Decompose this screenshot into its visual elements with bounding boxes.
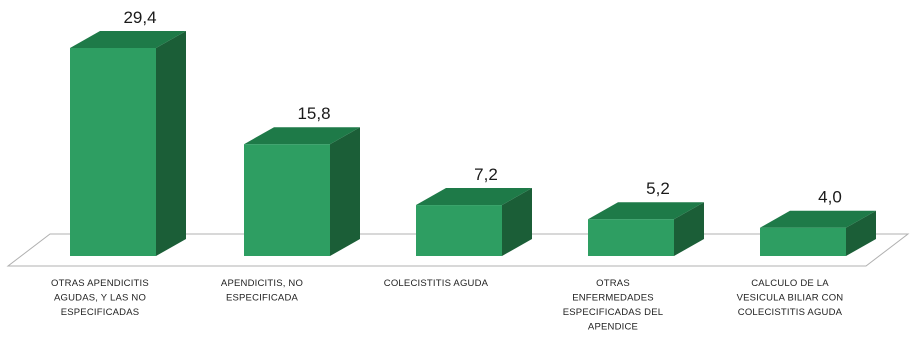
category-label-1-line-1: OTRAS APENDICITIS <box>51 278 149 289</box>
category-label-3-line-1: COLECISTITIS AGUDA <box>384 278 489 289</box>
bar-side-face <box>156 31 186 256</box>
bar-top-face <box>244 127 360 145</box>
bar-side-face <box>674 202 704 256</box>
bar-3 <box>416 188 532 256</box>
bar-top-face <box>588 202 704 220</box>
bar-top-face <box>760 210 876 228</box>
category-label-5-line-3: COLECISTITIS AGUDA <box>738 307 843 318</box>
bar-4 <box>588 202 704 256</box>
bars-group <box>70 31 876 257</box>
value-labels-group: 29,4 15,8 7,2 5,2 4,0 <box>123 8 841 207</box>
bar-top-face <box>70 31 186 48</box>
category-label-4-line-1: OTRAS <box>596 278 630 289</box>
bar-5 <box>760 210 876 256</box>
bar-front-face <box>760 227 846 256</box>
category-label-4-line-4: APENDICE <box>588 322 638 333</box>
bar-1 <box>70 31 186 256</box>
bar-side-face <box>846 210 876 256</box>
data-label-2: 15,8 <box>297 104 330 123</box>
bar-front-face <box>244 144 330 256</box>
category-label-2-line-1: APENDICITIS, NO <box>221 278 303 289</box>
data-label-5: 4,0 <box>818 188 842 207</box>
category-label-4-line-2: ENFERMEDADES <box>572 293 654 304</box>
category-label-5-line-2: VESICULA BILIAR CON <box>737 293 844 304</box>
data-label-3: 7,2 <box>474 165 498 184</box>
category-label-1-line-3: ESPECIFICADAS <box>61 307 140 318</box>
bar-front-face <box>588 219 674 256</box>
category-label-2-line-2: ESPECIFICADA <box>226 293 299 304</box>
category-label-4-line-3: ESPECIFICADAS DEL <box>563 307 664 318</box>
data-label-4: 5,2 <box>646 179 670 198</box>
bar-2 <box>244 127 360 257</box>
category-labels-group: OTRAS APENDICITIS AGUDAS, Y LAS NO ESPECIF… <box>51 278 843 333</box>
bar-top-face <box>416 188 532 206</box>
category-label-1-line-2: AGUDAS, Y LAS NO <box>54 293 146 304</box>
category-label-5-line-1: CALCULO DE LA <box>751 278 829 289</box>
data-label-1: 29,4 <box>123 8 156 27</box>
bar-front-face <box>416 205 502 256</box>
bar-side-face <box>330 127 360 257</box>
bar-side-face <box>502 188 532 256</box>
bar-front-face <box>70 48 156 256</box>
